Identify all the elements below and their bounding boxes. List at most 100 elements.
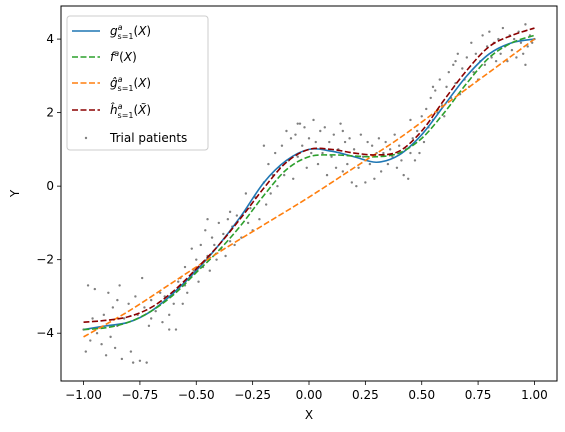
scatter-point — [85, 350, 87, 352]
y-axis-label: Y — [8, 189, 22, 198]
scatter-point — [445, 86, 447, 88]
scatter-point — [348, 137, 350, 139]
scatter-point — [139, 360, 141, 362]
scatter-point — [342, 130, 344, 132]
scatter-point — [229, 240, 231, 242]
y-tick-label: 0 — [46, 179, 54, 193]
scatter-point — [461, 67, 463, 69]
scatter-point — [100, 343, 102, 345]
scatter-point — [236, 214, 238, 216]
scatter-point — [430, 97, 432, 99]
scatter-point — [308, 137, 310, 139]
scatter-point — [439, 78, 441, 80]
scatter-point — [121, 358, 123, 360]
scatter-point — [324, 126, 326, 128]
scatter-point — [96, 332, 98, 334]
scatter-point — [233, 244, 235, 246]
scatter-point — [114, 347, 116, 349]
scatter-point — [434, 89, 436, 91]
scatter-point — [357, 167, 359, 169]
scatter-point — [511, 49, 513, 51]
scatter-point — [330, 156, 332, 158]
scatter-point — [283, 174, 285, 176]
scatter-point — [522, 53, 524, 55]
scatter-point — [118, 284, 120, 286]
y-tick-label: 4 — [46, 32, 54, 46]
x-tick-label: 0.00 — [296, 388, 323, 402]
scatter-point — [524, 23, 526, 25]
x-tick-label: 0.25 — [352, 388, 379, 402]
scatter-point — [495, 60, 497, 62]
scatter-point — [127, 303, 129, 305]
y-tick-label: −4 — [36, 326, 54, 340]
scatter-point — [191, 247, 193, 249]
scatter-point — [355, 185, 357, 187]
scatter-point — [89, 339, 91, 341]
scatter-point — [301, 145, 303, 147]
scatter-point — [364, 181, 366, 183]
y-tick-label: 2 — [46, 106, 54, 120]
scatter-point — [454, 60, 456, 62]
scatter-point — [353, 148, 355, 150]
scatter-point — [148, 325, 150, 327]
scatter-point — [310, 152, 312, 154]
scatter-point — [402, 174, 404, 176]
scatter-point — [513, 38, 515, 40]
scatter-point — [276, 185, 278, 187]
scatter-point — [267, 163, 269, 165]
scatter-point — [209, 270, 211, 272]
x-tick-label: −0.75 — [122, 388, 159, 402]
scatter-point — [211, 236, 213, 238]
scatter-point — [299, 122, 301, 124]
scatter-point — [470, 42, 472, 44]
scatter-point — [412, 137, 414, 139]
scatter-point — [524, 64, 526, 66]
scatter-point — [224, 255, 226, 257]
scatter-point — [269, 192, 271, 194]
x-tick-label: 0.75 — [465, 388, 492, 402]
scatter-point — [515, 56, 517, 58]
scatter-point — [195, 258, 197, 260]
scatter-point — [502, 27, 504, 29]
scatter-point — [398, 145, 400, 147]
scatter-point — [443, 115, 445, 117]
scatter-point — [292, 178, 294, 180]
scatter-point — [414, 159, 416, 161]
scatter-point — [319, 130, 321, 132]
scatter-point — [328, 141, 330, 143]
scatter-point — [384, 141, 386, 143]
scatter-point — [475, 53, 477, 55]
scatter-point — [143, 306, 145, 308]
scatter-point — [457, 53, 459, 55]
scatter-point — [105, 354, 107, 356]
scatter-point — [448, 71, 450, 73]
scatter-point — [218, 222, 220, 224]
scatter-point — [247, 222, 249, 224]
scatter-point — [409, 119, 411, 121]
legend-label-trial-patients: Trial patients — [109, 131, 187, 145]
scatter-point — [141, 277, 143, 279]
scatter-point — [184, 266, 186, 268]
scatter-point — [380, 170, 382, 172]
scatter-point — [281, 145, 283, 147]
scatter-point — [177, 281, 179, 283]
scatter-point — [315, 141, 317, 143]
scatter-point — [197, 281, 199, 283]
scatter-point — [312, 119, 314, 121]
scatter-point — [103, 314, 105, 316]
scatter-point — [91, 317, 93, 319]
scatter-point — [421, 115, 423, 117]
scatter-point — [186, 292, 188, 294]
scatter-point — [423, 141, 425, 143]
scatter-point — [132, 361, 134, 363]
scatter-point — [425, 108, 427, 110]
scatter-point — [206, 218, 208, 220]
scatter-point — [107, 292, 109, 294]
scatter-point — [389, 148, 391, 150]
scatter-point — [227, 218, 229, 220]
scatter-point — [409, 152, 411, 154]
scatter-point — [484, 64, 486, 66]
scatter-point — [294, 133, 296, 135]
x-tick-label: 0.50 — [408, 388, 435, 402]
